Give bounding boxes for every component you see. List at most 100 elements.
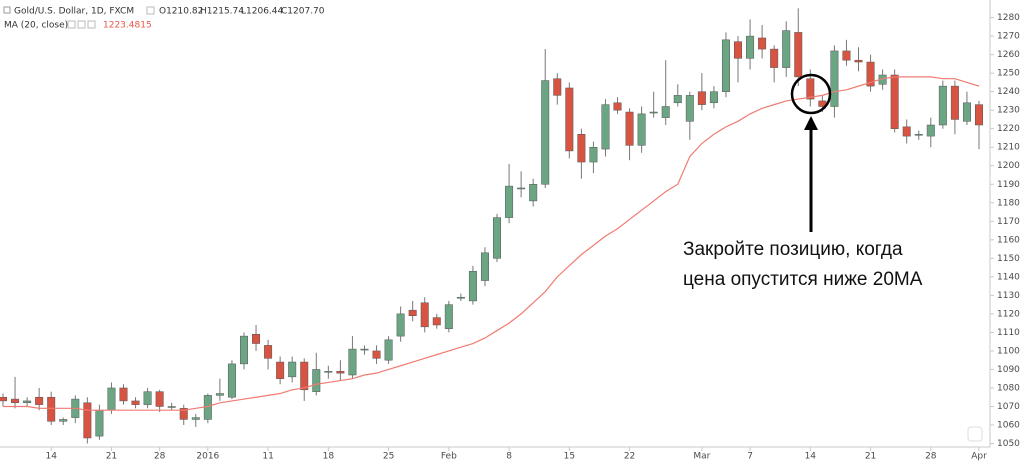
y-tick-label: 1120 [997, 309, 1020, 319]
settings-icon[interactable] [146, 6, 155, 15]
collapse-icon[interactable] [3, 6, 11, 14]
x-tick-label: 22 [624, 452, 635, 462]
candle-body [444, 304, 453, 329]
candle-body [830, 50, 839, 107]
candle-body [673, 95, 682, 104]
candle-body [926, 124, 935, 137]
candle-body [107, 387, 116, 411]
candle-body [372, 350, 381, 359]
y-tick-label: 1110 [997, 328, 1020, 338]
candle-body [938, 85, 947, 126]
candle-body [384, 339, 393, 361]
annotation-line: Закройте позицию, когда [683, 239, 903, 260]
x-tick-label: 14 [45, 452, 57, 462]
x-tick-label: 28 [925, 452, 937, 462]
candle-body [0, 396, 7, 402]
y-tick-label: 1220 [997, 124, 1020, 134]
y-tick-label: 1090 [997, 365, 1020, 375]
candle-body [432, 317, 441, 326]
x-tick-label: Mar [693, 452, 710, 462]
candle-body [167, 406, 176, 408]
candle-body [721, 39, 730, 92]
symbol-title: Gold/U.S. Dollar, 1D, FXCM [14, 7, 134, 17]
candle-body [806, 78, 815, 100]
candle-body [119, 387, 128, 402]
y-tick-label: 1250 [997, 69, 1020, 79]
ma-remove-icon[interactable] [87, 20, 96, 29]
candle-body [59, 419, 68, 422]
annotation-line: цена опустится ниже 20МА [683, 269, 923, 290]
candle-body [517, 187, 526, 190]
candle-body [348, 348, 357, 376]
y-tick-label: 1070 [997, 402, 1020, 412]
ma-eye-icon[interactable] [67, 20, 76, 29]
x-tick-label: 14 [805, 452, 817, 462]
candle-body [131, 400, 140, 405]
candle-body [227, 363, 236, 398]
y-tick-label: 1170 [997, 217, 1020, 227]
y-tick-label: 1160 [997, 235, 1020, 245]
candle-body [276, 361, 285, 379]
candle-body [529, 184, 538, 202]
candle-body [420, 302, 429, 328]
candle-body [191, 417, 200, 420]
scroll-button[interactable] [967, 426, 983, 442]
candle-body [179, 408, 188, 420]
candle-body [336, 371, 345, 374]
candle-body [480, 252, 489, 281]
y-tick-label: 1200 [997, 161, 1020, 171]
candle-body [589, 146, 598, 163]
candle-body [408, 309, 417, 316]
open-value: O1210.82 [159, 7, 203, 17]
y-tick-label: 1130 [997, 291, 1020, 301]
candle-body [794, 32, 803, 78]
x-tick-label: 18 [323, 452, 335, 462]
ma-value: 1223.4815 [103, 21, 152, 31]
close-value: C1207.70 [281, 7, 325, 17]
candle-body [625, 111, 634, 146]
x-tick-label: Feb [441, 452, 457, 462]
candle-body [23, 400, 32, 404]
x-tick-label: 8 [506, 452, 512, 462]
high-value: H1215.74 [200, 7, 244, 17]
y-tick-label: 1270 [997, 32, 1020, 42]
candle-body [95, 409, 104, 437]
y-tick-label: 1260 [997, 50, 1020, 60]
x-tick-label: 15 [564, 452, 575, 462]
ma-settings-icon[interactable] [77, 20, 86, 29]
plot-area: 1050 1060 1070 1080 1090 1100 1110 1120 1130 1140… [0, 8, 1020, 462]
candle-body [360, 348, 369, 351]
candle-body [396, 313, 405, 337]
moving-average-line [3, 76, 980, 411]
candle-body [288, 361, 297, 378]
y-tick-label: 1230 [997, 106, 1020, 116]
y-tick-label: 1280 [997, 13, 1020, 23]
candle-body [312, 369, 321, 392]
candle-body [601, 104, 610, 150]
x-tick-label: 21 [865, 452, 876, 462]
x-tick-label: Apr [971, 452, 987, 462]
candle-body [866, 61, 875, 87]
candle-body [890, 74, 899, 129]
candle-body [854, 59, 863, 63]
candle-body [975, 104, 983, 126]
candle-body [143, 391, 152, 405]
candle-body [505, 185, 514, 218]
candle-body [613, 102, 622, 111]
x-tick-label: 28 [154, 452, 166, 462]
x-tick-label: 25 [383, 452, 394, 462]
candle-body [962, 102, 971, 122]
y-tick-label: 1210 [997, 143, 1020, 153]
candle-body [252, 334, 261, 344]
x-tick-label: 7 [747, 452, 753, 462]
candle-body [155, 391, 164, 407]
candle-body [553, 78, 562, 96]
ma-name: MA (20, close) [4, 21, 68, 31]
candle-body [661, 106, 670, 118]
candle-body [264, 345, 273, 359]
x-tick-label: 21 [106, 452, 117, 462]
candle-body [770, 48, 779, 68]
candle-body [493, 217, 502, 259]
